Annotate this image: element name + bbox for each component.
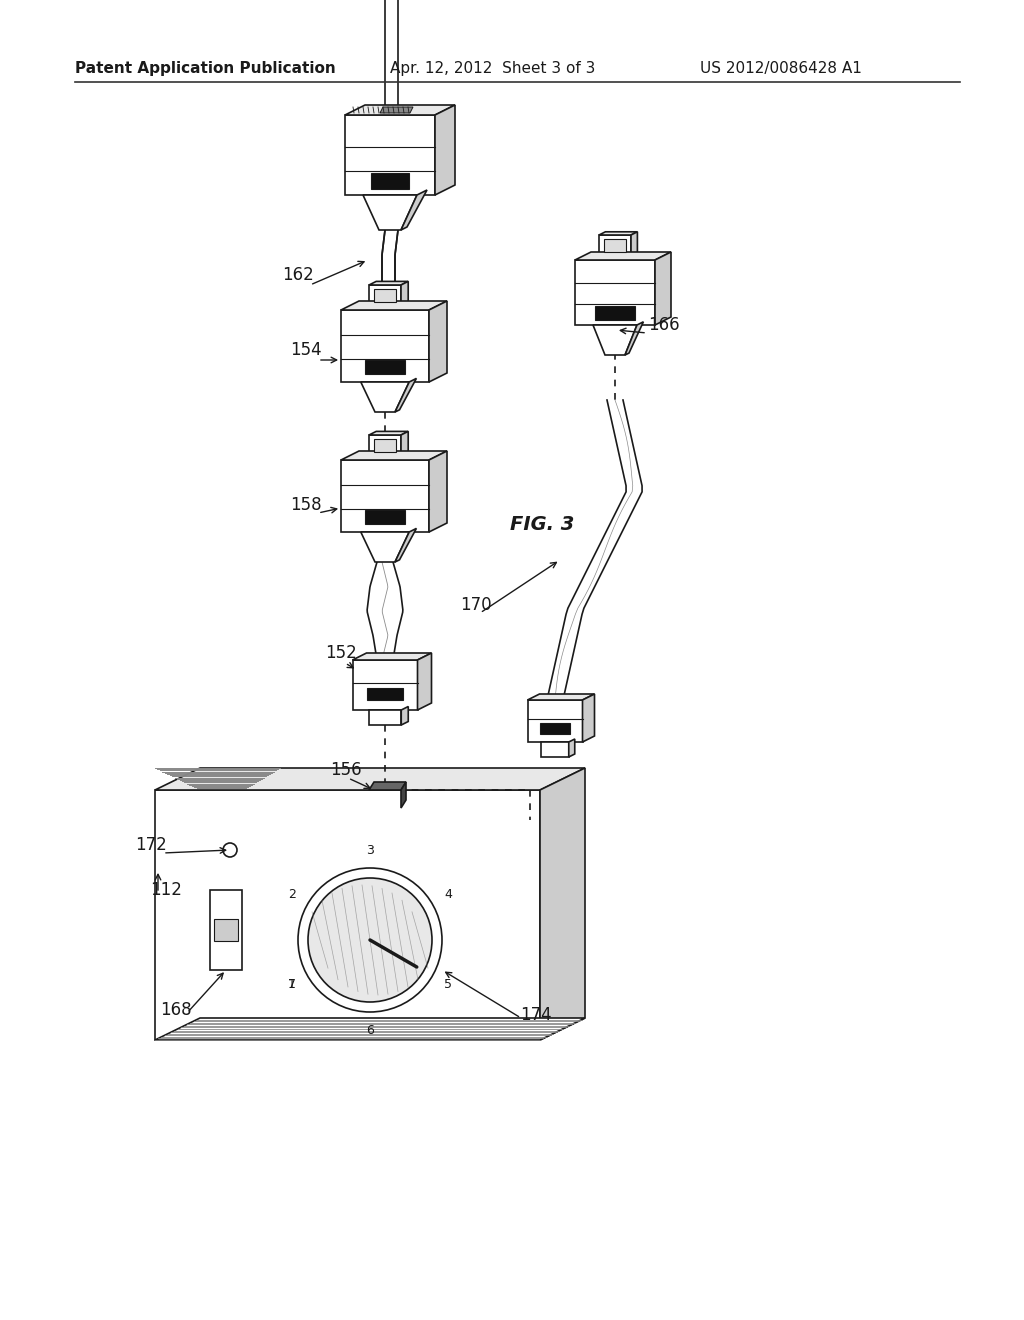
Polygon shape (369, 781, 406, 789)
Polygon shape (155, 768, 585, 789)
Polygon shape (369, 281, 409, 285)
Text: 158: 158 (290, 496, 322, 513)
Text: 166: 166 (648, 315, 680, 334)
Text: 156: 156 (330, 762, 361, 779)
Bar (604, 239, 626, 252)
Polygon shape (631, 232, 637, 260)
Polygon shape (369, 432, 409, 436)
Polygon shape (352, 653, 431, 660)
Polygon shape (540, 768, 585, 1040)
Polygon shape (625, 322, 643, 355)
Bar (341, 459, 429, 532)
Polygon shape (401, 781, 406, 808)
Polygon shape (341, 301, 447, 310)
Text: Apr. 12, 2012  Sheet 3 of 3: Apr. 12, 2012 Sheet 3 of 3 (390, 61, 595, 75)
Polygon shape (599, 232, 637, 235)
Polygon shape (401, 190, 427, 230)
Bar (214, 919, 238, 941)
Text: 7: 7 (288, 978, 296, 991)
Text: FIG. 3: FIG. 3 (510, 515, 574, 535)
Polygon shape (527, 694, 595, 700)
Text: 168: 168 (160, 1001, 191, 1019)
Polygon shape (362, 195, 417, 230)
Bar (595, 305, 635, 319)
Polygon shape (568, 739, 574, 756)
Polygon shape (418, 653, 431, 710)
Polygon shape (593, 325, 637, 355)
Text: US 2012/0086428 A1: US 2012/0086428 A1 (700, 61, 862, 75)
Bar (374, 440, 396, 451)
Polygon shape (583, 694, 595, 742)
Polygon shape (429, 301, 447, 381)
Text: 1: 1 (288, 978, 296, 991)
Polygon shape (360, 532, 410, 562)
Bar (368, 688, 402, 700)
Text: 112: 112 (150, 880, 182, 899)
Text: 3: 3 (366, 843, 374, 857)
Polygon shape (360, 381, 410, 412)
Polygon shape (401, 706, 409, 725)
Bar (527, 700, 583, 742)
Polygon shape (435, 106, 455, 195)
Circle shape (223, 843, 237, 857)
Circle shape (298, 869, 442, 1012)
Text: 174: 174 (520, 1006, 552, 1024)
Polygon shape (575, 252, 671, 260)
Text: 2: 2 (288, 888, 296, 902)
Polygon shape (395, 528, 417, 562)
Bar (345, 115, 435, 195)
Polygon shape (155, 1018, 585, 1040)
Polygon shape (429, 451, 447, 532)
Bar (352, 660, 418, 710)
Bar (374, 289, 396, 302)
Bar (365, 511, 406, 524)
Polygon shape (655, 252, 671, 325)
Bar (369, 285, 401, 310)
Polygon shape (395, 379, 417, 412)
Text: 5: 5 (444, 978, 452, 991)
Polygon shape (341, 451, 447, 459)
Polygon shape (401, 432, 409, 459)
Text: 154: 154 (290, 341, 322, 359)
Bar (575, 260, 655, 325)
Bar (371, 173, 409, 189)
Bar (599, 235, 631, 260)
Text: 6: 6 (366, 1023, 374, 1036)
Polygon shape (380, 107, 413, 114)
Polygon shape (401, 281, 409, 310)
Text: 152: 152 (325, 644, 356, 663)
Bar (369, 436, 401, 459)
Text: 4: 4 (444, 888, 452, 902)
Text: 162: 162 (282, 267, 313, 284)
Bar (542, 742, 568, 756)
Bar (540, 723, 570, 734)
Text: 172: 172 (135, 836, 167, 854)
Polygon shape (345, 106, 455, 115)
Bar (365, 360, 406, 375)
Bar (341, 310, 429, 381)
Bar (369, 710, 401, 725)
Text: 170: 170 (460, 597, 492, 614)
Text: Patent Application Publication: Patent Application Publication (75, 61, 336, 75)
Bar (210, 890, 242, 970)
Bar (155, 789, 540, 1040)
Circle shape (308, 878, 432, 1002)
